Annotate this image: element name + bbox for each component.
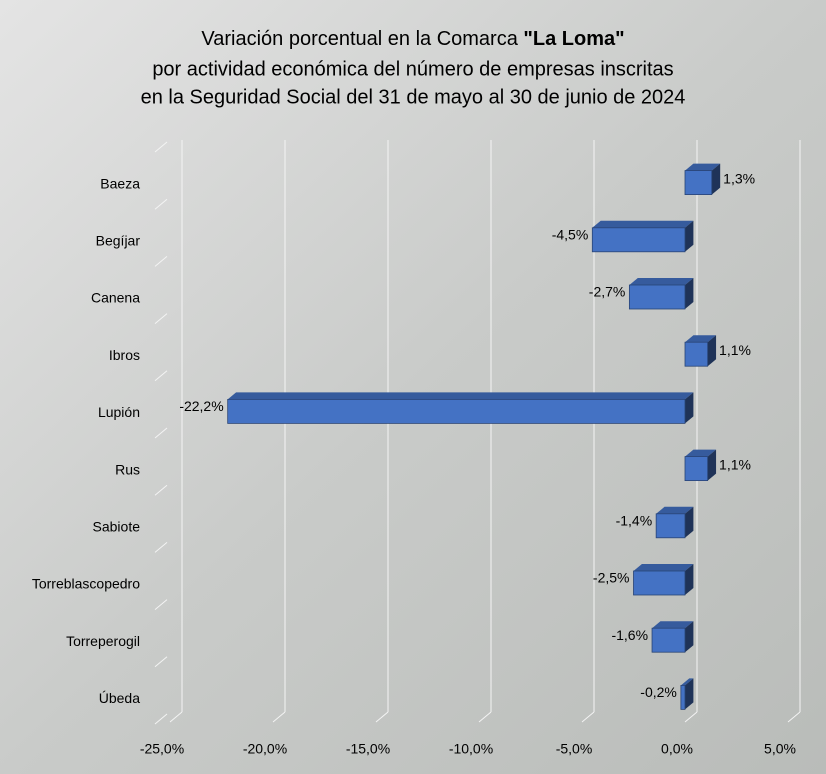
axis-line (154, 484, 168, 496)
axis-line (154, 256, 168, 267)
y-tick-label: Torreblascopedro (32, 576, 140, 592)
y-tick-label: Canena (91, 290, 140, 306)
bar (628, 278, 694, 310)
axis-line (154, 198, 168, 210)
axis-line (154, 141, 168, 153)
x-tick-label: 5,0% (764, 741, 796, 757)
bar-front (591, 227, 686, 253)
bar-top (592, 220, 694, 228)
bar (651, 621, 694, 653)
data-label: -22,2% (179, 398, 223, 414)
bar (655, 506, 694, 539)
x-tick-label: -25,0% (140, 741, 184, 757)
bar-side (711, 163, 721, 195)
y-tick-label: Sabiote (93, 519, 141, 535)
data-label: 1,1% (719, 342, 751, 358)
bar-front (655, 513, 686, 539)
bar-side (685, 278, 694, 309)
x-tick-label: -5,0% (556, 741, 593, 757)
y-tick-label: Begíjar (96, 233, 141, 249)
bar (684, 335, 717, 367)
data-label: -4,5% (552, 227, 589, 243)
grid-line (787, 711, 801, 723)
data-label: -1,4% (616, 513, 653, 529)
bar-top (685, 163, 721, 171)
chart-subtitle: por actividad económica del número de em… (152, 58, 673, 80)
bar-front (680, 685, 686, 710)
y-tick-label: Lupión (98, 404, 140, 420)
bar-top (652, 621, 694, 629)
axis-line (154, 542, 168, 553)
chart-subtitle: en la Seguridad Social del 31 de mayo al… (141, 86, 686, 108)
bar-side (707, 449, 717, 481)
y-tick-label: Úbeda (99, 690, 140, 706)
bar-side (685, 506, 694, 538)
grid-line (272, 711, 286, 723)
bar-front (227, 398, 686, 424)
grid-line (684, 711, 698, 723)
grid-line (478, 711, 492, 723)
bar (591, 220, 694, 253)
bar-top (680, 678, 694, 686)
bar-top (656, 506, 694, 514)
axis-line (154, 713, 168, 725)
bar-side (685, 621, 694, 653)
bar-top (633, 564, 694, 571)
bar (633, 564, 694, 596)
bar (684, 163, 721, 196)
data-label: -2,7% (589, 284, 626, 300)
bar-front (684, 170, 713, 196)
data-label: -1,6% (611, 627, 648, 643)
data-label: -0,2% (640, 684, 677, 700)
bar-side (685, 220, 694, 252)
bar (684, 449, 717, 482)
bar-side (707, 335, 717, 367)
title-text: Variación porcentual en la Comarca (201, 28, 518, 50)
y-tick-label: Torreperogil (66, 633, 140, 649)
grid-line (169, 711, 183, 723)
bar-front (651, 627, 686, 653)
data-label: -2,5% (593, 570, 630, 586)
bar-side (685, 392, 694, 424)
axis-line (154, 370, 168, 382)
axis-line (154, 656, 168, 668)
grid-line (375, 711, 389, 723)
x-tick-label: 0,0% (661, 741, 693, 757)
axis-line (154, 427, 168, 439)
axis-line (154, 599, 168, 610)
bar-front (684, 456, 709, 482)
chart-title: Variación porcentual en la Comarca "La L… (201, 28, 624, 50)
bar-front (628, 284, 686, 310)
x-tick-label: -20,0% (243, 741, 287, 757)
bar (680, 678, 694, 710)
y-tick-label: Baeza (100, 175, 140, 191)
data-label: 1,3% (723, 170, 755, 186)
bar-top (629, 278, 694, 285)
axis-line (154, 313, 168, 324)
x-tick-label: -15,0% (346, 741, 390, 757)
bar-front (633, 570, 686, 596)
bar-front (684, 341, 709, 367)
bar-side (685, 678, 694, 710)
title-emphasis: "La Loma" (523, 28, 624, 50)
y-tick-label: Ibros (109, 347, 140, 363)
grid-line (581, 711, 595, 723)
bar (227, 392, 694, 424)
bar-top (227, 392, 694, 400)
bar-top (685, 449, 717, 457)
bar-side (685, 564, 694, 595)
data-label: 1,1% (719, 456, 751, 472)
x-tick-label: -10,0% (449, 741, 493, 757)
y-tick-label: Rus (115, 461, 140, 477)
bar-top (685, 335, 717, 343)
